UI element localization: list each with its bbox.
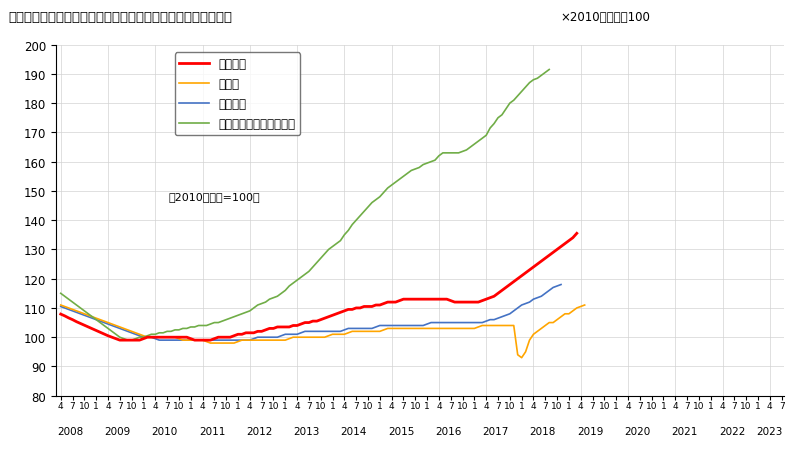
戸建住宅 <box>320 329 330 334</box>
住宅地 <box>552 317 562 323</box>
Text: 《不動産価格指数（住宅）（令和５年４月分・季節調整値）》: 《不動産価格指数（住宅）（令和５年４月分・季節調整値）》 <box>8 11 232 25</box>
Legend: 住宅総合, 住宅地, 戸建住宅, マンション（区分所有）: 住宅総合, 住宅地, 戸建住宅, マンション（区分所有） <box>174 53 300 136</box>
戸建住宅 <box>537 294 546 299</box>
戸建住宅 <box>265 335 274 340</box>
Text: 2013: 2013 <box>294 426 320 436</box>
戸建住宅 <box>490 317 499 323</box>
マンション（区分所有） <box>186 324 195 330</box>
住宅総合 <box>478 298 487 303</box>
Text: 2014: 2014 <box>341 426 367 436</box>
Text: 2017: 2017 <box>482 426 509 436</box>
マンション（区分所有） <box>174 328 184 333</box>
住宅総合 <box>572 231 582 237</box>
住宅地 <box>548 320 558 326</box>
マンション（区分所有） <box>363 205 373 210</box>
マンション（区分所有） <box>470 142 479 147</box>
住宅地 <box>83 313 93 318</box>
Text: 2009: 2009 <box>104 426 130 436</box>
住宅総合 <box>474 300 483 305</box>
Text: 2022: 2022 <box>719 426 745 436</box>
マンション（区分所有） <box>517 90 526 95</box>
住宅総合 <box>56 312 66 317</box>
Text: 2012: 2012 <box>246 426 273 436</box>
Line: 住宅地: 住宅地 <box>61 305 585 358</box>
住宅地 <box>186 338 195 343</box>
住宅地 <box>170 335 180 340</box>
Text: 2008: 2008 <box>57 426 83 436</box>
マンション（区分所有） <box>482 133 491 139</box>
住宅地 <box>517 355 526 361</box>
戸建住宅 <box>245 338 254 343</box>
住宅地 <box>257 338 266 343</box>
戸建住宅 <box>56 304 66 309</box>
Line: 住宅総合: 住宅総合 <box>61 234 577 340</box>
住宅総合 <box>99 332 109 337</box>
戸建住宅 <box>556 282 566 288</box>
Text: 2023: 2023 <box>757 426 783 436</box>
住宅総合 <box>123 338 133 343</box>
マンション（区分所有） <box>123 338 133 343</box>
住宅地 <box>56 303 66 308</box>
Text: 2010: 2010 <box>152 426 178 436</box>
Line: マンション（区分所有）: マンション（区分所有） <box>61 71 550 340</box>
Text: 2015: 2015 <box>388 426 414 436</box>
Text: （2010年平均=100）: （2010年平均=100） <box>169 192 261 202</box>
Line: 戸建住宅: 戸建住宅 <box>61 285 561 340</box>
Text: 2011: 2011 <box>199 426 225 436</box>
Text: 2020: 2020 <box>624 426 650 436</box>
Text: 2019: 2019 <box>577 426 603 436</box>
戸建住宅 <box>154 338 164 343</box>
住宅総合 <box>218 335 227 340</box>
Text: 2016: 2016 <box>435 426 462 436</box>
Text: 2018: 2018 <box>530 426 556 436</box>
Text: ×2010年平均＝100: ×2010年平均＝100 <box>560 11 650 25</box>
住宅地 <box>580 303 590 308</box>
マンション（区分所有） <box>545 68 554 73</box>
住宅総合 <box>115 338 125 343</box>
Text: 2021: 2021 <box>671 426 698 436</box>
戸建住宅 <box>182 338 191 343</box>
マンション（区分所有） <box>56 291 66 296</box>
住宅総合 <box>234 332 243 337</box>
